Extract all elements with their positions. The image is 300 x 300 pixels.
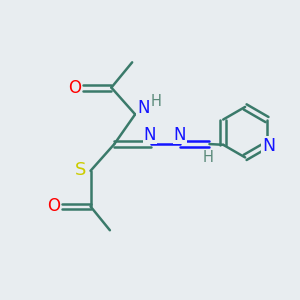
Text: N: N xyxy=(262,137,275,155)
Text: S: S xyxy=(75,160,87,178)
Text: O: O xyxy=(68,79,81,97)
Text: H: H xyxy=(202,150,213,165)
Text: N: N xyxy=(137,99,150,117)
Text: H: H xyxy=(151,94,162,110)
Text: O: O xyxy=(47,197,61,215)
Text: N: N xyxy=(144,125,156,143)
Text: N: N xyxy=(173,125,186,143)
